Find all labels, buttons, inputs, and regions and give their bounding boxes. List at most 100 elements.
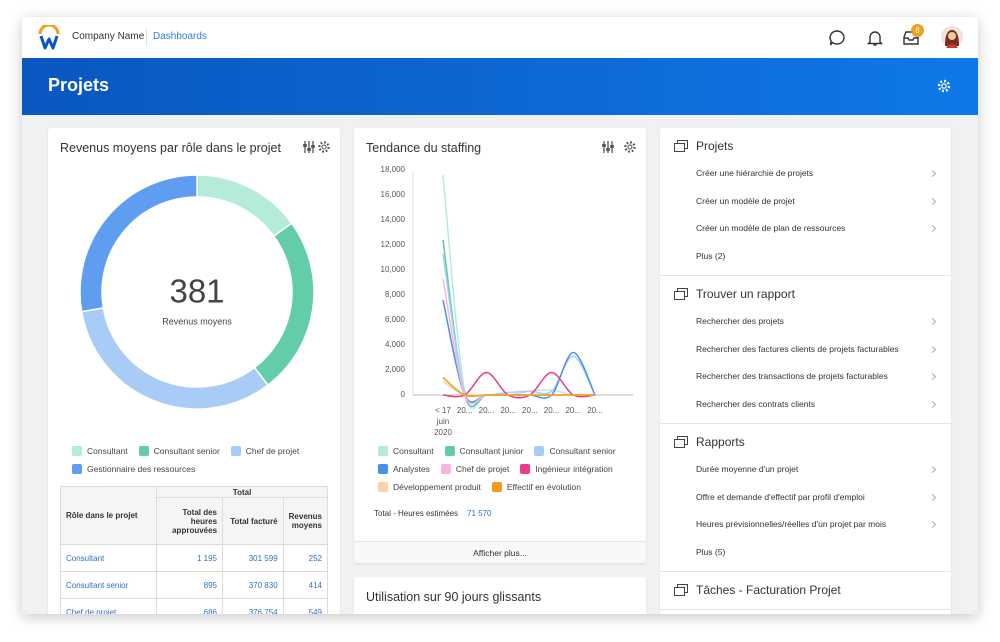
sidebar-link[interactable]: Rechercher des transactions de projets f… [660,363,951,391]
company-name: Company Name [72,31,145,42]
series-line[interactable] [442,371,596,399]
legend-swatch [534,446,545,456]
y-tick-label: 0 [401,390,406,399]
series-line[interactable] [442,299,596,403]
legend-item[interactable]: Chef de projet [230,445,300,457]
y-tick-label: 16,000 [381,190,406,199]
chat-icon[interactable] [828,29,846,47]
donut-segment[interactable] [253,222,315,387]
table-header-row: Rôle dans le projet Total [59,486,328,545]
table-cell: 895 [156,571,224,599]
sliders-icon[interactable] [303,141,315,153]
table-body: Consultant 1 195 301 599 252 Consultant seni… [59,544,329,614]
x-tick-label: 20... [543,406,560,415]
legend-item[interactable]: Consultant [378,445,434,457]
logo[interactable] [36,25,62,51]
gear-hub [941,83,947,89]
legend-item[interactable]: Analystes [378,463,430,475]
series-line[interactable] [442,278,595,405]
row-link[interactable]: Consultant [59,544,158,572]
section-icon [674,288,688,300]
column-header: Revenus moyens [282,497,329,545]
sidebar-link[interactable]: Créer une hiérarchie de projets [660,160,951,188]
series-line[interactable] [442,239,595,408]
legend: Consultant Consultant senior Chef de proje… [72,445,334,475]
column-header: Total des heures approuvées [156,497,224,545]
donut-center-value: 381 [169,273,224,310]
sidebar-link[interactable]: Offre et demande d'effectif par profil d… [660,484,951,512]
sidebar-link[interactable]: Rechercher des factures clients de proje… [660,336,951,364]
legend-label: Consultant senior [549,446,616,456]
y-tick-label: 14,000 [381,215,406,224]
slider-knob [303,144,307,147]
divider [146,29,147,46]
card-title: Tendance du staffing [366,141,482,155]
row-link[interactable]: Chef de projet [59,598,158,614]
sidebar-link[interactable]: Rechercher des projets [660,308,951,336]
legend-item[interactable]: Chef de projet [440,463,509,475]
gear-teeth [624,141,636,153]
top-bar: Company Name Dashboards 8 [22,17,978,58]
legend-item[interactable]: Développement produit [378,481,481,493]
bell-icon[interactable] [866,29,884,47]
gear-teeth [318,141,330,153]
avatar-shirt [946,44,958,48]
chat-shape [829,30,845,46]
gear-icon[interactable] [624,141,636,153]
element: Rôle dans le projet Total Total des heur… [59,486,329,545]
y-tick-label: 6,000 [385,315,406,324]
legend-item[interactable]: Consultant [72,445,128,457]
section-icon [674,436,688,448]
series-line[interactable] [442,253,596,405]
series-line[interactable] [442,174,596,410]
inbox-icon[interactable] [902,30,920,46]
sidebar-link[interactable]: Rechercher des contrats clients [660,391,951,419]
settings-icon[interactable] [937,79,951,93]
y-tick-label: 18,000 [381,165,406,174]
legend-label: Consultant [393,446,434,456]
nav-link[interactable]: Dashboards [153,31,207,42]
sidebar-link[interactable]: Heures prévisionnelles/réelles d'un proj… [660,511,951,539]
legend-label: Développement produit [393,482,481,492]
avatar[interactable] [941,26,963,48]
legend-item[interactable]: Effectif en évolution [491,481,581,493]
sidebar-card: Projets Créer une hiérarchie de projets Cr… [660,128,951,614]
legend-label: Chef de projet [245,446,300,456]
legend-item[interactable]: Consultant senior [534,445,616,457]
sidebar-link[interactable]: Plus (2) [696,250,726,261]
section-title-text: Tâches - Facturation Projet [696,583,841,597]
bell-shape [866,31,884,46]
section-title-text: Trouver un rapport [696,287,795,301]
gear-teeth [937,79,951,93]
legend-label: Effectif en évolution [506,482,581,492]
legend-label: Consultant junior [459,446,524,456]
row-link[interactable]: Consultant senior [59,571,158,599]
gear-icon[interactable] [318,141,330,153]
sidebar-link[interactable]: Créer un modèle de plan de ressources [660,215,951,243]
y-tick-label: 12,000 [381,240,406,249]
donut-segment[interactable] [196,174,293,238]
show-more[interactable]: Afficher plus... [354,541,646,563]
table-row: Chef de projet 686 376 754 549 [59,598,329,614]
legend-item[interactable]: Ingénieur intégration [520,463,613,475]
legend-item[interactable]: Gestionnaire des ressources [72,463,195,475]
sidebar-link[interactable]: Plus (5) [696,546,726,557]
legend-label: Consultant [87,446,128,456]
legend: Consultant Consultant junior Consultant se… [378,445,640,493]
series-line[interactable] [442,376,595,398]
sliders-icon[interactable] [602,141,614,153]
legend-swatch [378,446,388,456]
card-title: Revenus moyens par rôle dans le projet [60,141,281,155]
donut-segment[interactable] [79,174,198,313]
total-value[interactable]: 71 570 [467,509,492,518]
legend-item[interactable]: Consultant senior [138,445,220,457]
line-chart: 0 2,000 4,000 6,000 8,000 10,000 12,000 14,000 1… [381,141,636,410]
table-row: Consultant senior 895 370 830 414 [59,571,329,599]
slider-knob [311,145,315,148]
slider-knob [602,144,606,147]
sidebar-link[interactable]: Créer un modèle de projet [660,188,951,216]
section-title: Trouver un rapport [660,280,951,308]
legend-item[interactable]: Consultant junior [444,445,524,457]
sidebar-link[interactable]: Durée moyenne d'un projet [660,456,951,484]
